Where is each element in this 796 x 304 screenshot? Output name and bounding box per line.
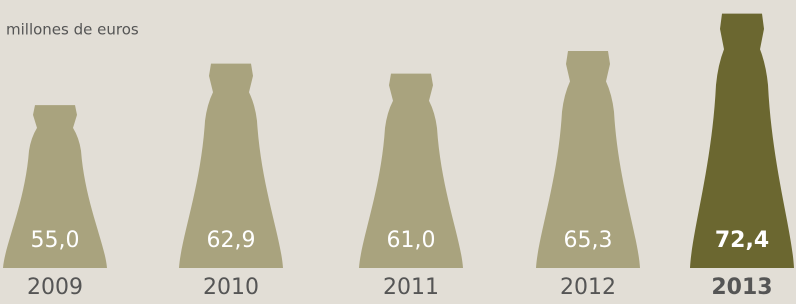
- chart-subtitle: millones de euros: [6, 21, 139, 39]
- value-label: 55,0: [31, 228, 80, 253]
- value-label: 62,9: [207, 228, 256, 253]
- x-tick-label: 2012: [560, 275, 616, 300]
- x-tick-label: 2010: [203, 275, 259, 300]
- x-tick-label: 2009: [27, 275, 83, 300]
- chart: millones de euros 55,0 2009 62,9 2010 61,0 20…: [0, 0, 796, 304]
- x-tick-label: 2011: [383, 275, 439, 300]
- x-tick-label: 2013: [711, 275, 772, 300]
- value-label: 72,4: [715, 228, 769, 253]
- value-label: 65,3: [564, 228, 613, 253]
- value-label: 61,0: [387, 228, 436, 253]
